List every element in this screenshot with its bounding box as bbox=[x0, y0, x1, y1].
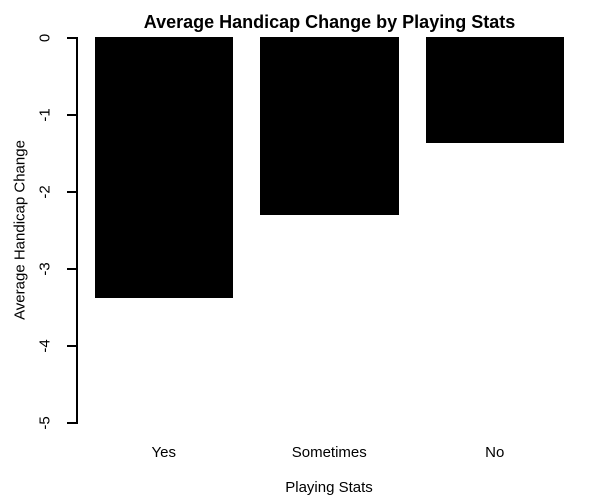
y-axis-tick-label: -5 bbox=[36, 416, 54, 430]
y-axis-tick bbox=[67, 37, 77, 39]
y-axis-tick-label: -3 bbox=[36, 262, 54, 276]
y-axis-tick-label: -4 bbox=[36, 339, 54, 353]
y-axis-line bbox=[76, 37, 78, 424]
chart-title: Average Handicap Change by Playing Stats bbox=[143, 12, 516, 32]
y-axis-title: Average Handicap Change bbox=[11, 140, 29, 320]
x-category-label-yes: Yes bbox=[151, 444, 176, 461]
y-axis-tick-label: -1 bbox=[36, 108, 54, 122]
x-category-label-sometimes: Sometimes bbox=[291, 444, 367, 461]
y-axis-tick bbox=[67, 268, 77, 270]
bar-sometimes bbox=[260, 37, 399, 216]
y-axis-tick bbox=[67, 114, 77, 116]
x-category-label-no: No bbox=[485, 444, 505, 461]
x-axis-title: Playing Stats bbox=[285, 479, 373, 496]
bar-yes bbox=[94, 37, 233, 299]
y-axis-tick bbox=[67, 191, 77, 193]
bar-no bbox=[425, 37, 564, 144]
y-axis-tick bbox=[67, 422, 77, 424]
y-axis-tick-label: 0 bbox=[36, 33, 54, 43]
y-axis-tick bbox=[67, 345, 77, 347]
y-axis-tick-label: -2 bbox=[36, 185, 54, 199]
